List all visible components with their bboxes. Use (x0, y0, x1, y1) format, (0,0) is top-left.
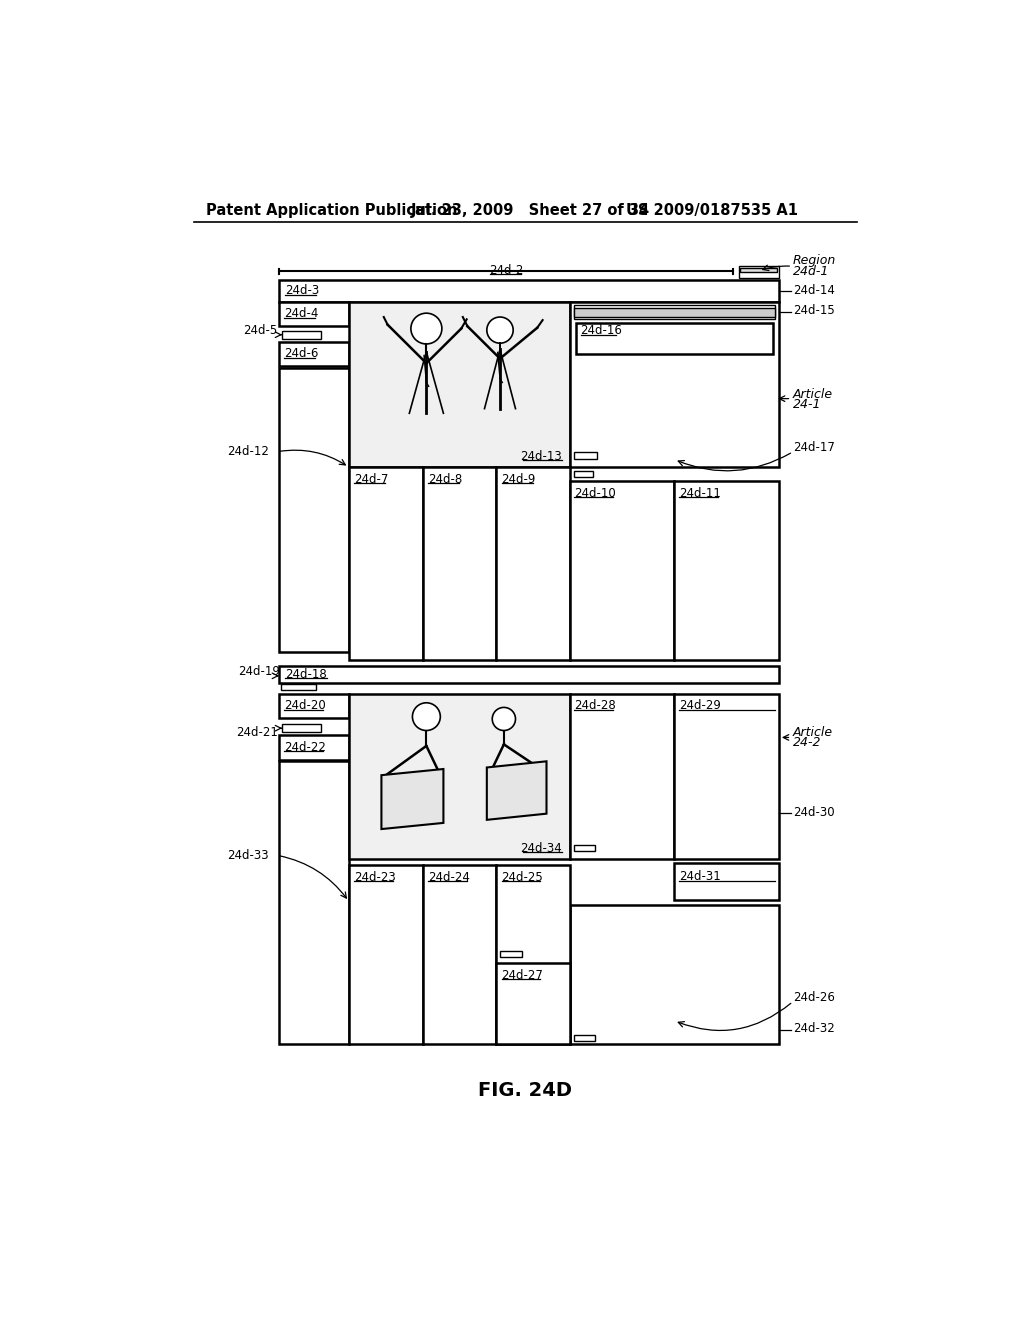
Text: 24d-23: 24d-23 (354, 871, 396, 884)
Bar (573, 845, 595, 851)
Text: 24-2: 24-2 (793, 737, 821, 750)
Text: FIG. 24D: FIG. 24D (478, 1081, 571, 1100)
Text: 24d-19: 24d-19 (238, 665, 280, 678)
Text: 24d-16: 24d-16 (581, 325, 623, 338)
Text: Protest: Protest (384, 791, 441, 805)
Text: Article: Article (793, 726, 834, 739)
Text: 24d-31: 24d-31 (679, 870, 721, 883)
Bar (349, 467, 423, 660)
Text: 24d-24: 24d-24 (428, 871, 470, 884)
Bar (569, 302, 779, 467)
Text: 24d-27: 24d-27 (502, 969, 544, 982)
Text: 24d-25: 24d-25 (502, 871, 544, 884)
Text: 24d-12: 24d-12 (227, 445, 269, 458)
Circle shape (411, 313, 442, 345)
Text: 24d-10: 24d-10 (574, 487, 616, 500)
Text: 24d-6: 24d-6 (284, 347, 318, 360)
Text: 24d-5: 24d-5 (243, 325, 276, 338)
Text: Article: Article (793, 388, 834, 400)
Text: 24d-26: 24d-26 (793, 991, 835, 1005)
Bar (569, 693, 675, 859)
Bar (280, 693, 349, 718)
Text: Patent Application Publication: Patent Application Publication (206, 203, 457, 218)
Bar (573, 1035, 595, 1040)
Bar (349, 866, 423, 1044)
Text: Protest: Protest (489, 781, 547, 796)
Text: 24d-11: 24d-11 (679, 487, 721, 500)
Bar (675, 863, 779, 900)
Bar (281, 684, 315, 690)
Bar (349, 693, 569, 859)
Text: 24d-22: 24d-22 (284, 741, 326, 754)
Bar (349, 302, 569, 467)
Bar (496, 467, 569, 660)
Bar (573, 308, 775, 317)
Bar (423, 866, 496, 1044)
Text: Jul. 23, 2009   Sheet 27 of 34: Jul. 23, 2009 Sheet 27 of 34 (411, 203, 650, 218)
Text: 24d-9: 24d-9 (502, 473, 536, 486)
Bar (740, 268, 777, 272)
Text: US 2009/0187535 A1: US 2009/0187535 A1 (627, 203, 799, 218)
Text: Region: Region (793, 255, 837, 268)
Bar (496, 964, 569, 1044)
Bar (280, 368, 349, 652)
Text: 24d-1: 24d-1 (793, 265, 829, 279)
Bar (423, 467, 496, 660)
Bar (569, 480, 675, 660)
Bar (573, 471, 593, 477)
Text: 24d-34: 24d-34 (520, 842, 562, 855)
Text: 24-1: 24-1 (793, 399, 821, 412)
Bar (675, 693, 779, 859)
Polygon shape (381, 770, 443, 829)
Bar (496, 866, 569, 1044)
Text: 24d-33: 24d-33 (227, 849, 269, 862)
Bar (283, 331, 321, 339)
Bar (573, 451, 597, 459)
Text: 24d-13: 24d-13 (520, 450, 562, 463)
Text: 24d-20: 24d-20 (284, 700, 326, 713)
Text: 24d-28: 24d-28 (574, 700, 616, 713)
Text: 24d-8: 24d-8 (428, 473, 462, 486)
Text: 24d-30: 24d-30 (793, 807, 835, 820)
Text: 24d-29: 24d-29 (679, 700, 721, 713)
Bar (569, 906, 779, 1044)
Bar (738, 267, 779, 277)
Text: 24d-17: 24d-17 (793, 441, 835, 454)
Text: 24d-18: 24d-18 (286, 668, 327, 681)
Text: 24d-15: 24d-15 (793, 305, 835, 317)
Circle shape (413, 702, 440, 730)
Circle shape (493, 708, 515, 730)
Bar (575, 323, 773, 354)
Text: 24d-32: 24d-32 (793, 1022, 835, 1035)
Text: 24d-14: 24d-14 (793, 284, 835, 297)
Text: 24d-4: 24d-4 (284, 308, 318, 321)
Bar (283, 725, 321, 733)
Text: 24d-7: 24d-7 (354, 473, 389, 486)
Text: 24d-21: 24d-21 (237, 726, 279, 739)
Bar (280, 280, 779, 302)
Bar (280, 762, 349, 1044)
Text: 24d-2: 24d-2 (488, 264, 523, 277)
Bar (573, 305, 775, 319)
Polygon shape (486, 762, 547, 820)
Bar (280, 302, 349, 326)
Bar (500, 950, 521, 957)
Circle shape (486, 317, 513, 343)
Text: 24d-3: 24d-3 (286, 284, 319, 297)
Bar (280, 342, 349, 367)
Bar (280, 735, 349, 760)
Bar (675, 480, 779, 660)
Bar (280, 665, 779, 682)
